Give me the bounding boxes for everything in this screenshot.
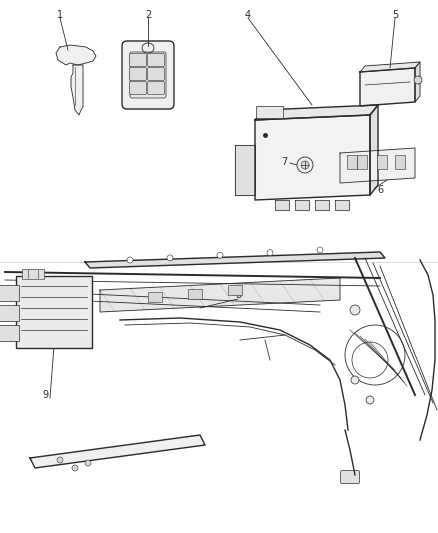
FancyBboxPatch shape — [256, 106, 283, 118]
Polygon shape — [255, 105, 378, 120]
Circle shape — [350, 305, 360, 315]
Polygon shape — [275, 200, 289, 210]
Polygon shape — [415, 62, 420, 102]
FancyBboxPatch shape — [0, 305, 19, 321]
Polygon shape — [340, 148, 415, 183]
Polygon shape — [235, 145, 255, 195]
FancyBboxPatch shape — [122, 41, 174, 109]
FancyBboxPatch shape — [377, 155, 387, 169]
Text: 4: 4 — [245, 10, 251, 20]
Polygon shape — [85, 252, 385, 268]
Circle shape — [85, 460, 91, 466]
Circle shape — [366, 396, 374, 404]
FancyBboxPatch shape — [130, 82, 146, 94]
Polygon shape — [71, 65, 83, 115]
FancyBboxPatch shape — [148, 53, 165, 67]
Polygon shape — [255, 115, 370, 200]
Circle shape — [57, 457, 63, 463]
FancyBboxPatch shape — [0, 285, 19, 301]
FancyBboxPatch shape — [347, 155, 357, 169]
FancyBboxPatch shape — [148, 68, 165, 80]
Polygon shape — [315, 200, 329, 210]
Text: 8: 8 — [235, 290, 241, 300]
FancyBboxPatch shape — [0, 325, 19, 341]
Polygon shape — [360, 62, 420, 72]
Polygon shape — [335, 200, 349, 210]
Text: 6: 6 — [377, 185, 383, 195]
FancyBboxPatch shape — [130, 52, 166, 98]
Text: 1: 1 — [57, 10, 63, 20]
Circle shape — [317, 247, 323, 253]
FancyBboxPatch shape — [16, 276, 92, 348]
Circle shape — [127, 257, 133, 263]
Polygon shape — [295, 200, 309, 210]
Circle shape — [351, 376, 359, 384]
Circle shape — [217, 252, 223, 259]
Ellipse shape — [414, 76, 422, 84]
Text: 9: 9 — [42, 390, 48, 400]
FancyBboxPatch shape — [130, 53, 146, 67]
Circle shape — [167, 255, 173, 261]
FancyBboxPatch shape — [188, 289, 202, 298]
FancyBboxPatch shape — [395, 155, 405, 169]
Text: 2: 2 — [145, 10, 151, 20]
FancyBboxPatch shape — [228, 285, 242, 295]
FancyBboxPatch shape — [22, 269, 44, 279]
Polygon shape — [56, 45, 96, 65]
Circle shape — [72, 465, 78, 471]
Text: 5: 5 — [392, 10, 398, 20]
Circle shape — [297, 157, 313, 173]
FancyBboxPatch shape — [340, 471, 360, 483]
Polygon shape — [370, 105, 378, 195]
Circle shape — [301, 161, 309, 169]
FancyBboxPatch shape — [148, 82, 165, 94]
FancyBboxPatch shape — [130, 68, 146, 80]
Polygon shape — [100, 278, 340, 312]
Polygon shape — [30, 435, 205, 468]
Circle shape — [267, 249, 273, 256]
Text: 7: 7 — [281, 157, 287, 167]
Polygon shape — [360, 68, 415, 106]
FancyBboxPatch shape — [357, 155, 367, 169]
FancyBboxPatch shape — [148, 292, 162, 302]
